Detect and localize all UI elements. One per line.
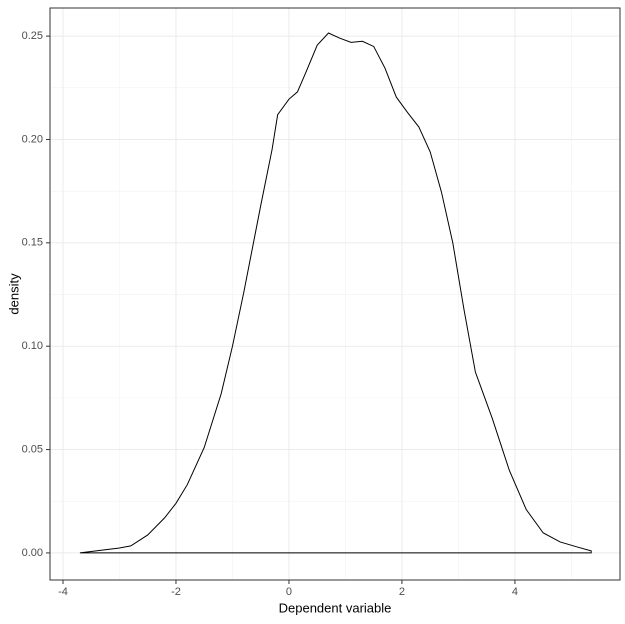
- x-tick-label: 4: [512, 586, 518, 598]
- y-tick-label: 0.20: [22, 133, 43, 145]
- y-tick-label: 0.15: [22, 237, 43, 249]
- x-tick-label: 2: [399, 586, 405, 598]
- y-tick-label: 0.10: [22, 340, 43, 352]
- panel-border: [49, 7, 621, 581]
- x-tick-label: -2: [171, 586, 181, 598]
- density-curve: [79, 32, 592, 554]
- y-tick-label: 0.05: [22, 443, 43, 455]
- x-tick-label: -4: [58, 586, 68, 598]
- x-axis-title: Dependent variable: [279, 600, 392, 615]
- y-tick-label: 0.00: [22, 547, 43, 559]
- y-axis-title: density: [6, 273, 21, 315]
- x-tick-label: 0: [286, 586, 292, 598]
- y-tick-label: 0.25: [22, 30, 43, 42]
